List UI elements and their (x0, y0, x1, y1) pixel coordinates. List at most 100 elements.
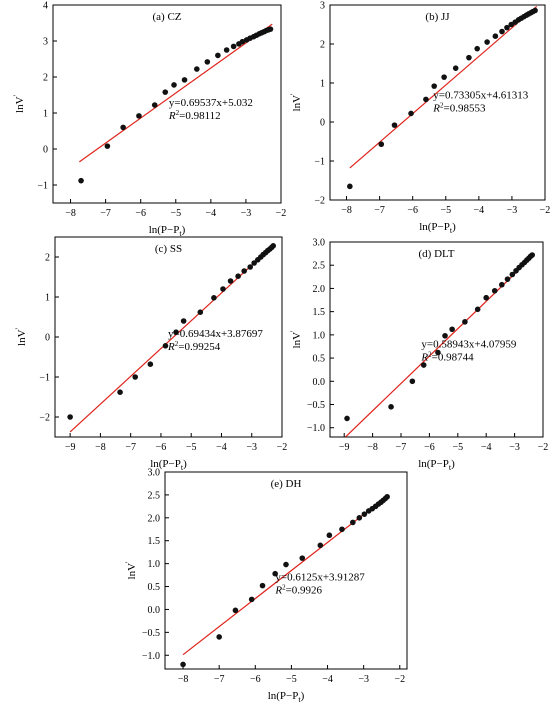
y-tick-label: 0 (320, 118, 325, 129)
data-point (388, 404, 394, 410)
y-tick-label: −1 (39, 373, 50, 384)
data-point (239, 38, 246, 45)
data-point (474, 306, 481, 313)
data-point (492, 33, 499, 39)
x-axis-label: ln(P−Pt) (150, 458, 187, 472)
data-point (270, 243, 277, 249)
x-tick-label: −4 (322, 674, 333, 685)
y-tick-label: 1.5 (148, 536, 161, 547)
chart-panel-1: −8 −7 −6 −5 −4 −3 −2 −1 0 1 2 3 4 (a) CZ ln(P−Pt) lnV' y… (12, 1, 286, 239)
data-point (452, 65, 459, 71)
data-point (299, 555, 306, 561)
x-tick-label: −3 (507, 205, 518, 216)
plot-frame (52, 4, 282, 204)
x-tick-label: −8 (65, 208, 76, 219)
data-point (499, 28, 505, 35)
y-tick-label: 3.0 (313, 238, 326, 249)
y-tick-label: 0.0 (148, 605, 161, 616)
panel-label: (c) SS (155, 243, 182, 255)
data-point (216, 634, 222, 640)
data-point (241, 268, 247, 274)
data-point (215, 52, 221, 59)
x-tick-label: −8 (367, 442, 378, 453)
y-tick-label: 1.0 (313, 330, 326, 341)
fit-equation: y=0.6125x+3.91287 (275, 571, 365, 583)
x-axis-label: ln(P−Pt) (419, 221, 456, 235)
y-tick-label: 2 (320, 40, 325, 51)
data-point (484, 39, 490, 45)
data-point (483, 294, 490, 301)
data-point (248, 596, 255, 603)
data-point (339, 526, 345, 533)
x-tick-label: −5 (440, 205, 451, 216)
data-point (181, 77, 188, 83)
r-squared-label: R2=0.99254 (167, 340, 221, 353)
data-point (120, 124, 126, 131)
data-point (136, 113, 142, 119)
fit-equation: y=0.69537x+5.032 (169, 97, 253, 109)
x-tick-label: −4 (216, 442, 227, 453)
y-tick-label: 2 (45, 253, 50, 264)
data-point (532, 7, 538, 14)
data-point (356, 515, 363, 521)
x-tick-label: −3 (246, 442, 257, 453)
data-point (259, 582, 266, 589)
panel-label: (e) DH (271, 478, 302, 490)
fit-equation: y=0.73305x+4.61313 (433, 90, 528, 102)
y-tick-label: 2 (43, 73, 48, 84)
data-point (491, 287, 498, 294)
y-tick-label: 0.5 (148, 582, 161, 593)
x-axis-label: ln(P−Pt) (149, 224, 186, 238)
x-tick-label: −2 (394, 674, 405, 685)
data-point (283, 561, 289, 568)
data-point (180, 318, 187, 324)
y-tick-label: −2 (39, 413, 50, 424)
x-tick-label: −6 (424, 442, 435, 453)
fit-line (349, 5, 538, 169)
data-point (347, 183, 353, 190)
x-tick-label: −5 (170, 208, 181, 219)
data-point (147, 361, 154, 368)
x-tick-label: −5 (452, 442, 463, 453)
x-axis-label: ln(P−Pt) (418, 458, 455, 472)
data-point (78, 177, 84, 184)
x-tick-label: −8 (178, 674, 189, 685)
y-tick-label: −1 (314, 157, 325, 168)
x-tick-label: −7 (125, 442, 136, 453)
y-tick-label: 1.5 (313, 307, 326, 318)
data-point (466, 54, 472, 61)
y-tick-label: −1 (37, 181, 48, 192)
data-point (423, 96, 429, 103)
data-point (227, 278, 234, 284)
x-tick-label: −2 (538, 442, 549, 453)
r-squared-label: R2=0.98744 (420, 350, 474, 363)
r-squared-label: R2=0.9926 (274, 583, 322, 596)
plot-frame (329, 4, 546, 201)
data-point (504, 24, 510, 31)
data-point (235, 273, 241, 280)
y-tick-label: 1 (43, 109, 48, 120)
data-point (204, 59, 211, 65)
data-point (378, 141, 385, 148)
y-tick-label: 3 (43, 37, 48, 48)
x-tick-label: −3 (241, 208, 252, 219)
data-point (162, 89, 169, 95)
data-point (267, 26, 274, 32)
data-point (441, 74, 447, 80)
data-point (230, 43, 237, 50)
x-tick-label: −2 (277, 442, 288, 453)
data-point (529, 252, 536, 258)
data-point (408, 110, 414, 117)
y-tick-label: 3 (320, 1, 325, 12)
chart-panel-3: −9 −8 −7 −6 −5 −4 −3 −2 −2 −1 0 1 2 (c) SS ln(P−Pt) lnV… (14, 236, 288, 472)
plot-frame (329, 241, 544, 438)
y-tick-label: 2.0 (313, 284, 326, 295)
r-squared-label: R2=0.98553 (432, 102, 486, 115)
data-point (173, 329, 179, 336)
y-axis-label: lnV' (14, 327, 28, 346)
chart-panel-5: −8 −7 −6 −5 −4 −3 −2 −1.0 −0.5 0.0 0.5 1.0 1.5 2.0 2.5… (124, 468, 408, 703)
data-point (431, 83, 437, 89)
x-tick-label: −8 (341, 205, 352, 216)
y-axis-label: lnV' (289, 93, 303, 112)
data-point (67, 414, 73, 420)
